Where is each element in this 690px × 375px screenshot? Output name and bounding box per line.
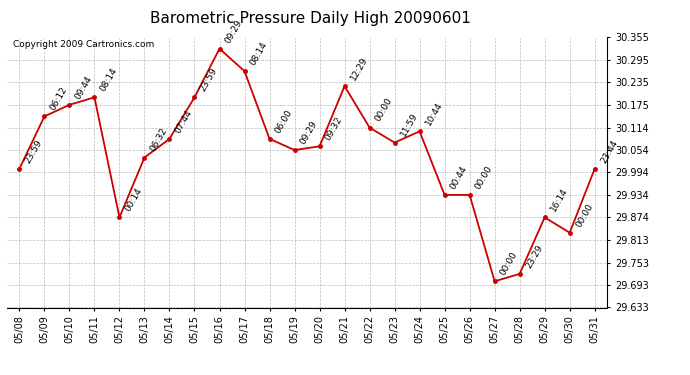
Text: 00:00: 00:00 [499,250,520,277]
Text: 00:00: 00:00 [474,164,495,191]
Text: 07:44: 07:44 [174,108,195,135]
Text: 00:44: 00:44 [448,164,469,191]
Text: 06:12: 06:12 [48,86,69,112]
Text: 11:59: 11:59 [399,111,420,138]
Text: 23:29: 23:29 [524,243,544,270]
Text: 23:59: 23:59 [23,138,44,165]
Text: Barometric Pressure Daily High 20090601: Barometric Pressure Daily High 20090601 [150,11,471,26]
Text: 23:44: 23:44 [599,138,620,165]
Text: 08:14: 08:14 [99,66,119,93]
Text: 09:32: 09:32 [324,116,344,142]
Text: 09:29: 09:29 [299,119,319,146]
Text: 23:59: 23:59 [199,66,219,93]
Text: Copyright 2009 Cartronics.com: Copyright 2009 Cartronics.com [13,40,154,49]
Text: 00:00: 00:00 [574,202,595,228]
Text: 00:14: 00:14 [124,186,144,213]
Text: 09:29: 09:29 [224,18,244,45]
Text: 09:44: 09:44 [74,74,95,100]
Text: 06:32: 06:32 [148,127,169,153]
Text: 10:44: 10:44 [424,100,444,127]
Text: 00:00: 00:00 [374,96,395,123]
Text: 12:29: 12:29 [348,55,369,82]
Text: 08:14: 08:14 [248,40,269,67]
Text: 16:14: 16:14 [549,186,569,213]
Text: 06:00: 06:00 [274,108,295,135]
